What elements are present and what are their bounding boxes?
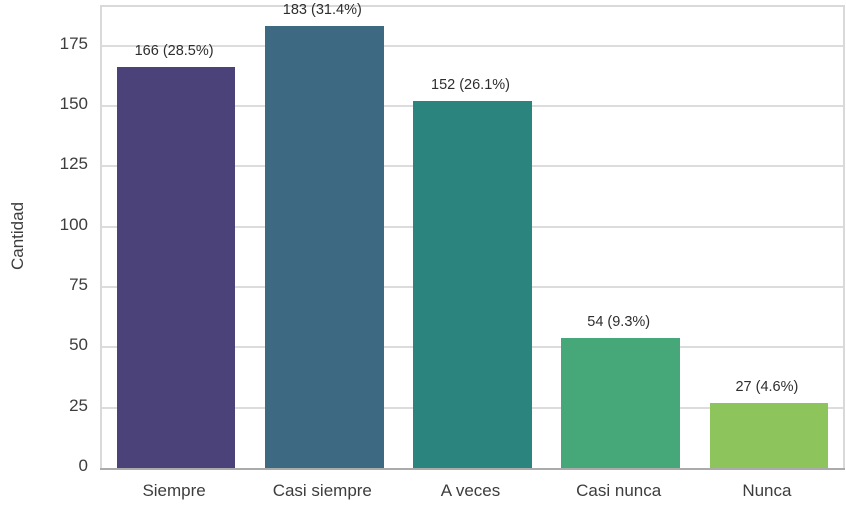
- x-tick-label-a-veces: A veces: [440, 481, 501, 500]
- bar-value-label-casi-siempre: 183 (31.4%): [282, 2, 362, 19]
- x-tick-label-siempre: Siempre: [142, 481, 206, 500]
- y-tick-label-50: 50: [69, 335, 88, 355]
- bar-casi-nunca: [561, 337, 680, 468]
- bar-value-label-a-veces: 152 (26.1%): [431, 77, 510, 94]
- bar-a-veces: [413, 101, 532, 468]
- x-axis-line: [100, 468, 845, 470]
- x-tick-label-casi-siempre: Casi siempre: [272, 481, 372, 500]
- x-tick-label-nunca: Nunca: [742, 481, 792, 500]
- bar-value-label-nunca: 27 (4.6%): [735, 378, 799, 395]
- x-tick-label-casi-nunca: Casi nunca: [576, 481, 662, 500]
- bar-nunca: [709, 402, 829, 468]
- y-axis-title: Cantidad: [8, 201, 27, 270]
- bar-value-label-siempre: 166 (28.5%): [134, 43, 214, 60]
- y-tick-label-150: 150: [59, 93, 88, 113]
- y-tick-label-25: 25: [69, 395, 88, 415]
- y-tick-label-175: 175: [59, 33, 88, 53]
- bar-siempre: [116, 67, 236, 468]
- plot-area: [100, 5, 845, 470]
- y-tick-label-75: 75: [69, 274, 88, 294]
- y-tick-label-0: 0: [78, 456, 88, 475]
- y-tick-label-125: 125: [59, 154, 88, 174]
- gridline-y-175: [102, 44, 843, 47]
- bar-value-label-casi-nunca: 54 (9.3%): [587, 313, 651, 330]
- bar-casi-siempre: [265, 26, 384, 468]
- y-tick-label-100: 100: [59, 214, 88, 234]
